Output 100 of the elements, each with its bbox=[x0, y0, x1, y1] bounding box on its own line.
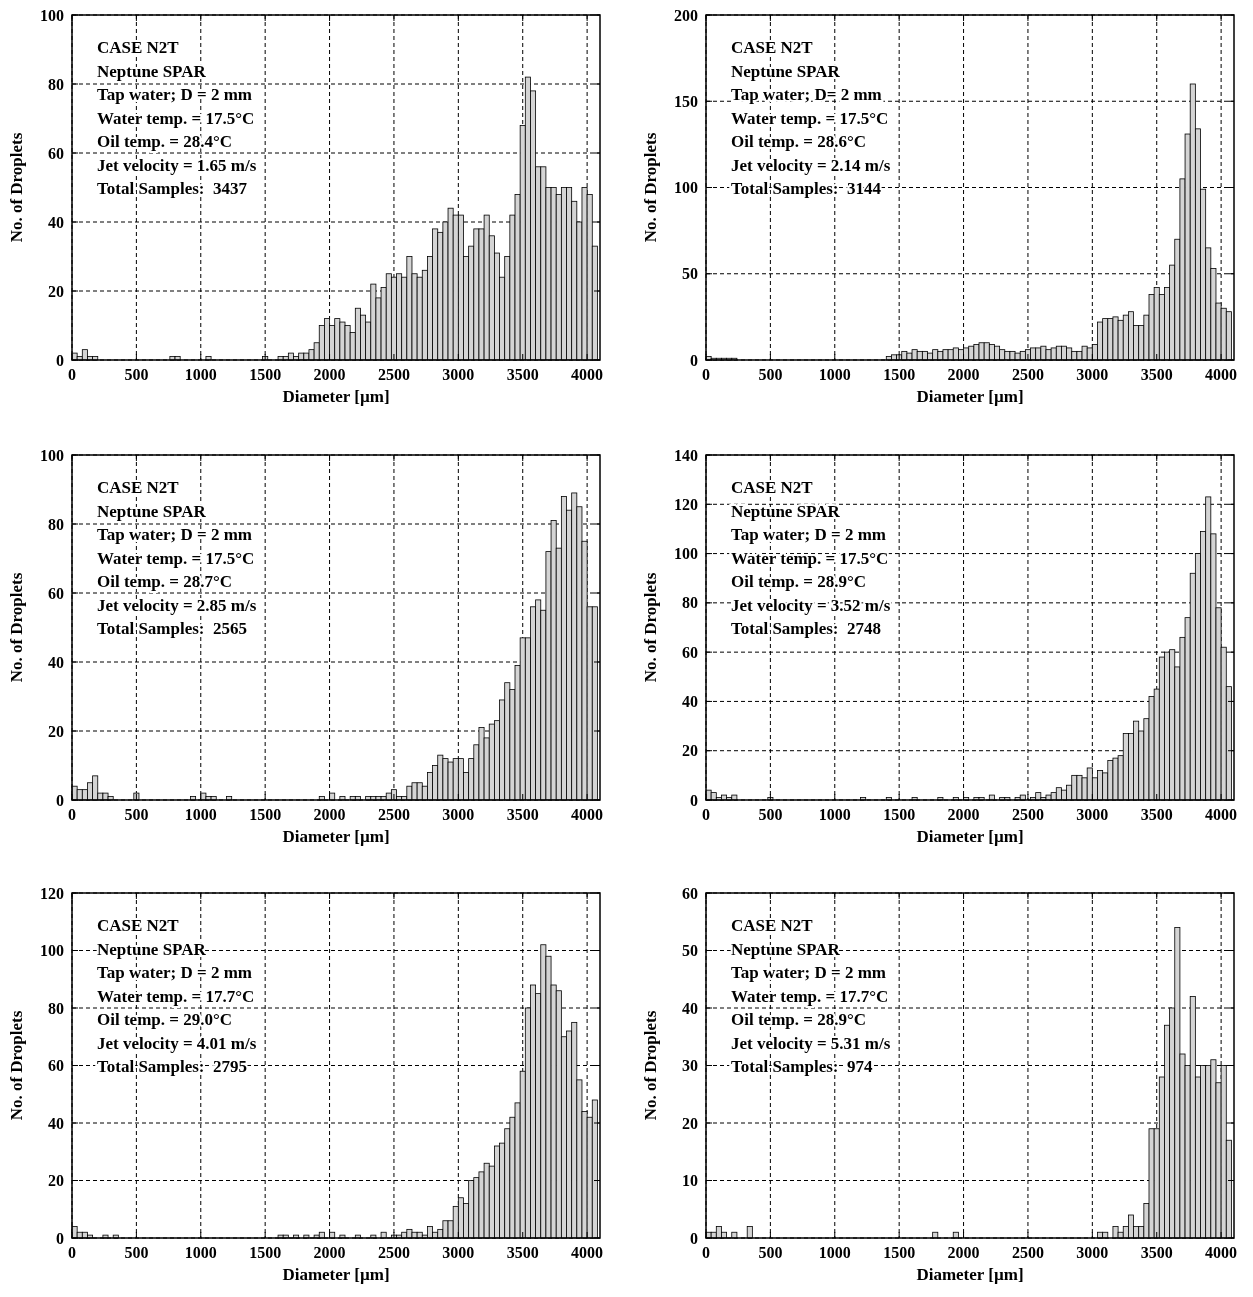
x-tick-label: 4000 bbox=[1205, 806, 1238, 823]
annotation: Tap water; D = 2 mm bbox=[731, 963, 886, 982]
x-axis-title: Diameter [µm] bbox=[916, 1265, 1024, 1284]
y-tick-label: 60 bbox=[48, 1057, 64, 1075]
x-tick-label: 0 bbox=[702, 806, 710, 823]
x-tick-label: 2000 bbox=[947, 806, 980, 823]
y-tick-label: 120 bbox=[40, 884, 64, 902]
x-tick-label: 2500 bbox=[1011, 806, 1044, 823]
x-tick-label: 1000 bbox=[184, 366, 217, 383]
annotation: CASE N2T bbox=[731, 478, 814, 497]
y-tick-label: 0 bbox=[690, 351, 698, 369]
x-tick-label: 1000 bbox=[818, 806, 851, 823]
x-tick-label: 0 bbox=[68, 806, 76, 823]
x-tick-label: 3000 bbox=[1076, 1244, 1109, 1261]
annotation: CASE N2T bbox=[97, 38, 180, 57]
annotation: Water temp. = 17.5°C bbox=[731, 108, 889, 128]
x-axis-title: Diameter [µm] bbox=[282, 827, 390, 846]
x-tick-label: 3000 bbox=[442, 366, 475, 383]
annotation: CASE N2T bbox=[731, 916, 814, 935]
y-tick-label: 0 bbox=[690, 1229, 698, 1247]
x-tick-label: 2000 bbox=[313, 1244, 346, 1261]
x-tick-label: 0 bbox=[702, 366, 710, 383]
y-axis-title: No. of Droplets bbox=[7, 1010, 26, 1121]
annotation: Tap water; D = 2 mm bbox=[97, 85, 252, 104]
y-tick-label: 80 bbox=[682, 594, 698, 612]
x-tick-label: 3500 bbox=[506, 366, 539, 383]
y-tick-label: 80 bbox=[48, 75, 64, 93]
y-tick-label: 20 bbox=[48, 1172, 64, 1190]
annotation: CASE N2T bbox=[97, 916, 180, 935]
y-tick-label: 30 bbox=[682, 1057, 698, 1075]
annotation: Jet velocity = 2.14 m/s bbox=[731, 155, 891, 175]
x-tick-label: 3500 bbox=[1140, 366, 1173, 383]
annotation: Oil temp. = 28.7°C bbox=[97, 572, 233, 591]
x-tick-label: 1500 bbox=[249, 806, 282, 823]
annotation: CASE N2T bbox=[97, 478, 180, 497]
y-tick-label: 20 bbox=[48, 282, 64, 300]
y-tick-label: 150 bbox=[674, 92, 698, 110]
y-tick-label: 40 bbox=[48, 653, 64, 671]
y-tick-label: 60 bbox=[48, 144, 64, 162]
x-tick-label: 2500 bbox=[377, 366, 410, 383]
annotation: Neptune SPAR bbox=[97, 61, 207, 81]
x-tick-label: 3500 bbox=[1140, 1244, 1173, 1261]
y-tick-label: 100 bbox=[674, 545, 698, 563]
annotation: Oil temp. = 28.6°C bbox=[731, 132, 867, 151]
annotation: Neptune SPAR bbox=[731, 501, 841, 521]
x-tick-label: 1000 bbox=[818, 1244, 851, 1261]
x-tick-label: 4000 bbox=[1205, 1244, 1238, 1261]
x-tick-label: 4000 bbox=[571, 1244, 604, 1261]
annotation: Water temp. = 17.7°C bbox=[97, 986, 255, 1006]
annotation: Tap water; D= 2 mm bbox=[731, 85, 882, 104]
x-tick-label: 3000 bbox=[442, 1244, 475, 1261]
y-tick-label: 40 bbox=[48, 213, 64, 231]
y-tick-label: 60 bbox=[48, 584, 64, 602]
y-tick-label: 60 bbox=[682, 643, 698, 661]
y-tick-label: 140 bbox=[674, 446, 698, 464]
annotation: Neptune SPAR bbox=[731, 61, 841, 81]
annotation: Oil temp. = 28.4°C bbox=[97, 132, 233, 151]
annotation: Water temp. = 17.7°C bbox=[731, 986, 889, 1006]
x-tick-label: 4000 bbox=[1205, 366, 1238, 383]
x-axis-title: Diameter [µm] bbox=[916, 387, 1024, 406]
x-tick-label: 500 bbox=[758, 1244, 783, 1261]
annotation: Water temp. = 17.5°C bbox=[731, 548, 889, 568]
x-tick-label: 1500 bbox=[883, 806, 916, 823]
annotation: Neptune SPAR bbox=[97, 939, 207, 959]
annotation: Neptune SPAR bbox=[97, 501, 207, 521]
x-tick-label: 500 bbox=[758, 806, 783, 823]
x-tick-label: 3500 bbox=[1140, 806, 1173, 823]
y-tick-label: 0 bbox=[56, 1229, 64, 1247]
x-tick-label: 3000 bbox=[1076, 806, 1109, 823]
x-tick-label: 2000 bbox=[313, 806, 346, 823]
y-tick-label: 80 bbox=[48, 999, 64, 1017]
annotation: Total Samples: 3144 bbox=[731, 179, 882, 198]
y-tick-label: 100 bbox=[40, 6, 64, 24]
y-tick-label: 200 bbox=[674, 6, 698, 24]
x-tick-label: 2500 bbox=[1011, 366, 1044, 383]
x-tick-label: 2500 bbox=[377, 806, 410, 823]
x-tick-label: 1500 bbox=[883, 366, 916, 383]
annotation: Oil temp. = 28.9°C bbox=[731, 572, 867, 591]
x-axis-title: Diameter [µm] bbox=[282, 1265, 390, 1284]
x-tick-label: 0 bbox=[702, 1244, 710, 1261]
annotation: Total Samples: 2565 bbox=[97, 619, 248, 638]
y-tick-label: 0 bbox=[690, 791, 698, 809]
x-tick-label: 500 bbox=[124, 806, 149, 823]
annotation: Oil temp. = 28.9°C bbox=[731, 1010, 867, 1029]
annotation: Total Samples: 2795 bbox=[97, 1057, 248, 1076]
x-tick-label: 4000 bbox=[571, 366, 604, 383]
x-tick-label: 3500 bbox=[506, 806, 539, 823]
x-tick-label: 1000 bbox=[818, 366, 851, 383]
annotation: Water temp. = 17.5°C bbox=[97, 108, 255, 128]
y-tick-label: 50 bbox=[682, 942, 698, 960]
annotation: Jet velocity = 1.65 m/s bbox=[97, 155, 257, 175]
y-tick-label: 10 bbox=[682, 1172, 698, 1190]
annotation: Jet velocity = 5.31 m/s bbox=[731, 1033, 891, 1053]
x-tick-label: 2500 bbox=[377, 1244, 410, 1261]
x-tick-label: 0 bbox=[68, 366, 76, 383]
x-tick-label: 1500 bbox=[249, 366, 282, 383]
annotation: Total Samples: 2748 bbox=[731, 619, 882, 638]
y-tick-label: 40 bbox=[682, 999, 698, 1017]
x-tick-label: 2500 bbox=[1011, 1244, 1044, 1261]
y-tick-label: 50 bbox=[682, 265, 698, 283]
